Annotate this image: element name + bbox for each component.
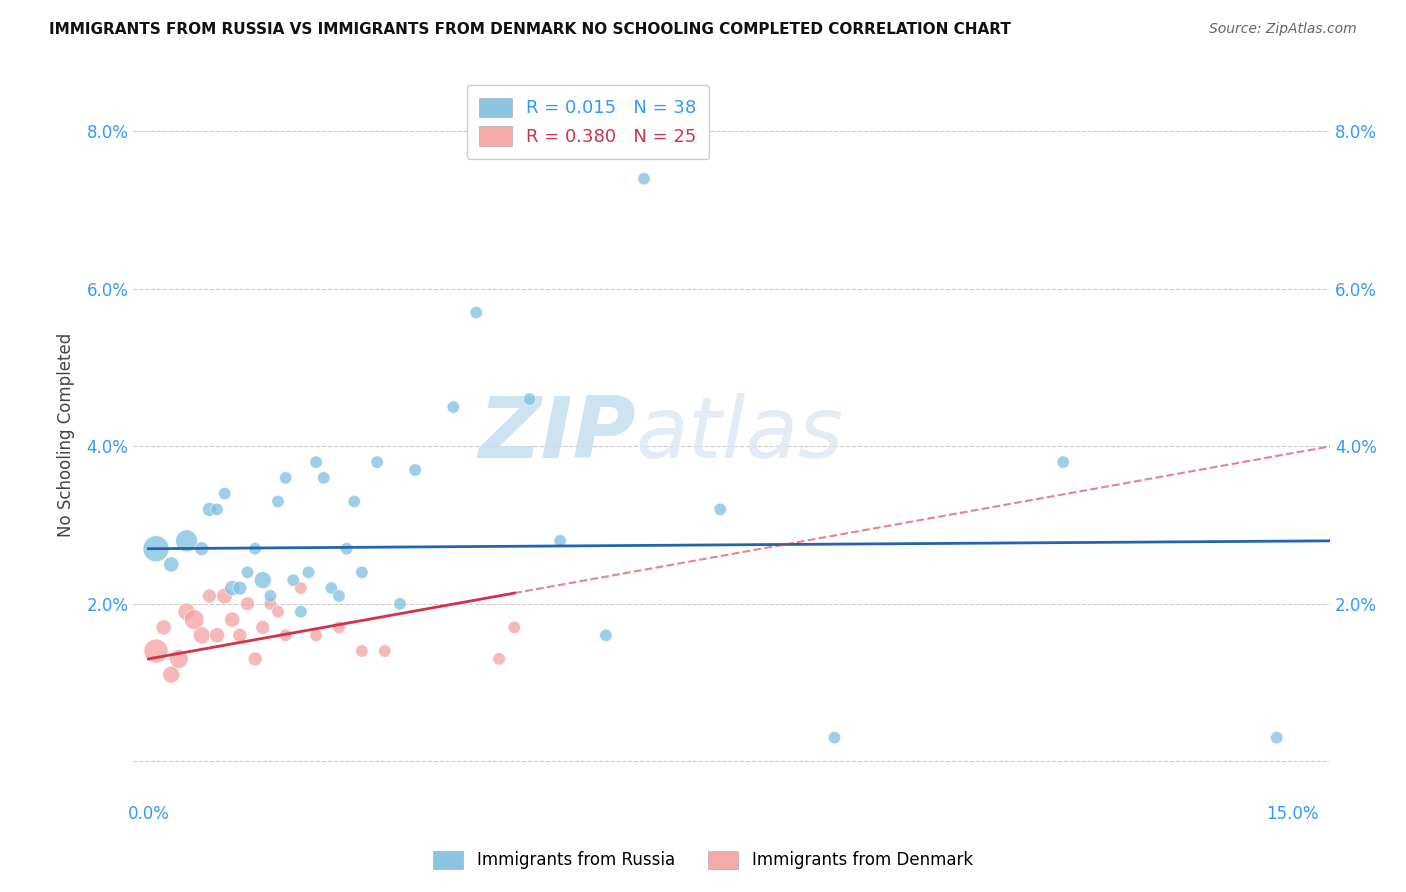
Point: [191, 541, 214, 556]
Point: [160, 558, 183, 572]
Point: [243, 652, 266, 666]
Point: [198, 502, 221, 516]
Point: [350, 566, 373, 580]
Point: [259, 597, 281, 611]
Point: [312, 471, 335, 485]
Point: [519, 392, 541, 406]
Point: [145, 644, 167, 658]
Legend: R = 0.015   N = 38, R = 0.380   N = 25: R = 0.015 N = 38, R = 0.380 N = 25: [467, 85, 709, 159]
Point: [274, 471, 297, 485]
Point: [191, 628, 214, 642]
Point: [252, 620, 274, 634]
Y-axis label: No Schooling Completed: No Schooling Completed: [58, 333, 75, 537]
Point: [283, 573, 305, 587]
Point: [236, 597, 259, 611]
Point: [229, 581, 252, 595]
Point: [441, 400, 464, 414]
Text: atlas: atlas: [636, 393, 844, 476]
Point: [259, 589, 281, 603]
Point: [221, 613, 243, 627]
Point: [267, 605, 290, 619]
Point: [221, 581, 243, 595]
Text: ZIP: ZIP: [478, 393, 636, 476]
Point: [328, 589, 350, 603]
Point: [183, 613, 205, 627]
Point: [350, 644, 373, 658]
Point: [465, 305, 488, 319]
Point: [267, 494, 290, 508]
Point: [145, 541, 167, 556]
Point: [205, 502, 228, 516]
Point: [343, 494, 366, 508]
Point: [167, 652, 190, 666]
Point: [366, 455, 388, 469]
Point: [297, 566, 319, 580]
Point: [404, 463, 426, 477]
Point: [290, 605, 312, 619]
Point: [824, 731, 846, 745]
Point: [595, 628, 617, 642]
Text: IMMIGRANTS FROM RUSSIA VS IMMIGRANTS FROM DENMARK NO SCHOOLING COMPLETED CORRELA: IMMIGRANTS FROM RUSSIA VS IMMIGRANTS FRO…: [49, 22, 1011, 37]
Point: [214, 486, 236, 500]
Point: [709, 502, 731, 516]
Point: [229, 628, 252, 642]
Point: [236, 566, 259, 580]
Point: [160, 667, 183, 681]
Point: [305, 455, 328, 469]
Point: [336, 541, 359, 556]
Point: [290, 581, 312, 595]
Point: [198, 589, 221, 603]
Text: Source: ZipAtlas.com: Source: ZipAtlas.com: [1209, 22, 1357, 37]
Point: [274, 628, 297, 642]
Point: [321, 581, 343, 595]
Point: [633, 171, 655, 186]
Point: [374, 644, 396, 658]
Point: [388, 597, 411, 611]
Point: [214, 589, 236, 603]
Point: [1265, 731, 1288, 745]
Point: [1052, 455, 1074, 469]
Point: [548, 533, 571, 548]
Point: [305, 628, 328, 642]
Legend: Immigrants from Russia, Immigrants from Denmark: Immigrants from Russia, Immigrants from …: [423, 840, 983, 880]
Point: [328, 620, 350, 634]
Point: [243, 541, 266, 556]
Point: [152, 620, 174, 634]
Point: [176, 605, 198, 619]
Point: [252, 573, 274, 587]
Point: [176, 533, 198, 548]
Point: [503, 620, 526, 634]
Point: [488, 652, 510, 666]
Point: [205, 628, 228, 642]
